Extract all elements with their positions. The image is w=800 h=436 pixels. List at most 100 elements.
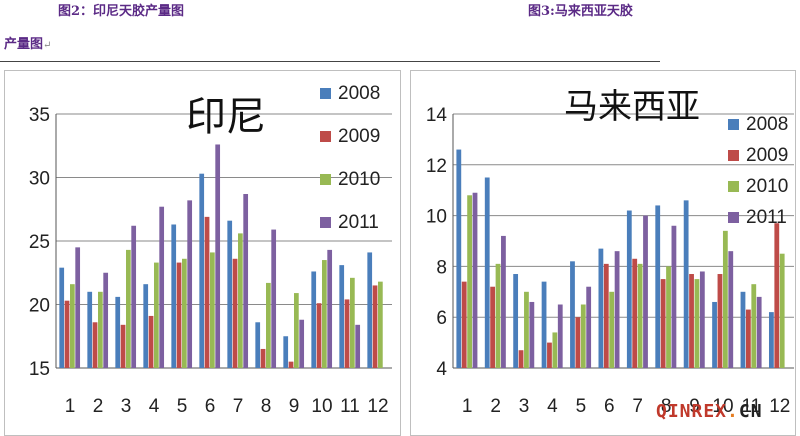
legend-label-2009: 2009 [746, 145, 788, 166]
x-tick-label: 3 [519, 396, 530, 417]
bar-2008-10 [712, 301, 717, 368]
bar-2011-11 [756, 296, 762, 368]
y-tick-label: 8 [436, 257, 447, 278]
bar-2009-12 [372, 285, 378, 368]
bar-2011-10 [327, 249, 333, 368]
legend-label-2010: 2010 [746, 176, 788, 197]
figure-caption-left: 图2：印尼天胶产量图 [58, 4, 185, 19]
y-tick-label: 15 [29, 359, 50, 380]
x-tick-label: 10 [712, 396, 733, 417]
legend-label-2008: 2008 [746, 114, 788, 135]
x-tick-label: 10 [311, 396, 332, 417]
bar-2010-9 [694, 279, 700, 368]
bar-2011-9 [699, 271, 705, 368]
x-tick-label: 7 [632, 396, 643, 417]
bar-2008-6 [598, 248, 604, 368]
bar-2009-2 [92, 322, 98, 368]
watermark: QINREX.CN [656, 401, 763, 422]
figure-caption-continuation: 产量图↵ [4, 33, 51, 52]
bar-2010-8 [666, 266, 671, 368]
bar-2009-6 [603, 263, 609, 368]
y-tick-label: 20 [29, 296, 50, 317]
bar-2008-9 [283, 336, 289, 368]
bar-2009-6 [204, 216, 210, 368]
bar-2008-12 [768, 312, 774, 368]
bar-2010-9 [294, 293, 299, 368]
legend-label-2010: 2010 [338, 169, 380, 190]
legend-swatch-2008 [320, 88, 331, 99]
bar-2009-7 [232, 258, 238, 368]
x-tick-label: 9 [289, 396, 300, 417]
x-tick-label: 1 [462, 396, 473, 417]
caption-divider [0, 61, 660, 62]
bar-2008-8 [255, 322, 261, 368]
bar-2008-3 [115, 296, 121, 368]
return-mark-icon: ↵ [43, 40, 52, 51]
bar-2011-7 [643, 215, 648, 368]
bar-2010-5 [182, 258, 187, 368]
bar-2008-11 [339, 265, 345, 368]
bar-2011-6 [215, 144, 221, 368]
bar-2010-7 [637, 263, 643, 368]
watermark-tld: CN [738, 401, 763, 422]
bar-2009-4 [547, 342, 552, 368]
bar-2008-5 [570, 261, 575, 368]
x-tick-label: 11 [742, 396, 762, 417]
bar-2008-12 [367, 252, 373, 368]
legend-swatch-2009 [320, 131, 331, 142]
x-tick-label: 3 [121, 396, 132, 417]
bar-2008-3 [513, 274, 519, 368]
y-tick-label: 6 [436, 308, 447, 329]
y-tick-label: 35 [29, 105, 50, 126]
bar-2008-2 [484, 177, 490, 368]
y-tick-label: 14 [426, 105, 448, 126]
legend-swatch-2009 [728, 150, 739, 161]
y-tick-label: 12 [426, 156, 447, 177]
bar-2010-4 [552, 332, 558, 368]
legend-swatch-2010 [320, 174, 331, 185]
bar-2010-11 [751, 284, 757, 368]
x-tick-label: 7 [233, 396, 244, 417]
bar-2009-1 [461, 281, 467, 368]
legend-swatch-2011 [728, 212, 739, 223]
legend-label-2011: 2011 [746, 207, 787, 228]
bar-2008-9 [683, 200, 689, 368]
bar-2008-6 [199, 173, 205, 368]
bar-2011-1 [472, 192, 478, 368]
bar-2011-7 [243, 194, 249, 368]
bar-2008-7 [227, 220, 233, 368]
bar-2010-7 [238, 233, 243, 368]
x-tick-label: 6 [205, 396, 216, 417]
bar-2009-11 [745, 309, 751, 368]
bar-2011-9 [299, 319, 305, 368]
bar-2009-7 [632, 258, 638, 368]
x-tick-label: 12 [769, 396, 790, 417]
bar-2011-6 [614, 251, 620, 368]
bar-2010-6 [210, 252, 215, 368]
bar-2011-8 [671, 225, 677, 368]
bar-2010-11 [350, 277, 355, 368]
bar-2010-10 [322, 260, 327, 368]
bar-2008-11 [740, 291, 746, 368]
bar-2008-2 [87, 291, 93, 368]
bar-2010-2 [495, 263, 501, 368]
bar-2010-6 [609, 291, 615, 368]
x-tick-label: 9 [689, 396, 700, 417]
bar-2011-5 [586, 286, 592, 368]
legend-swatch-2011 [320, 217, 331, 228]
bar-2011-3 [529, 301, 535, 368]
legend-swatch-2008 [728, 119, 739, 130]
bar-2010-1 [467, 195, 473, 368]
bar-2009-4 [148, 315, 154, 368]
bar-2009-1 [64, 300, 70, 368]
bar-2010-12 [779, 253, 785, 368]
bar-2008-10 [311, 271, 317, 368]
bar-2011-11 [355, 324, 361, 368]
bar-2009-8 [660, 279, 666, 368]
bar-2011-2 [103, 272, 109, 368]
bar-2009-9 [689, 274, 694, 368]
x-tick-label: 4 [547, 396, 558, 417]
bar-2009-3 [518, 350, 524, 368]
